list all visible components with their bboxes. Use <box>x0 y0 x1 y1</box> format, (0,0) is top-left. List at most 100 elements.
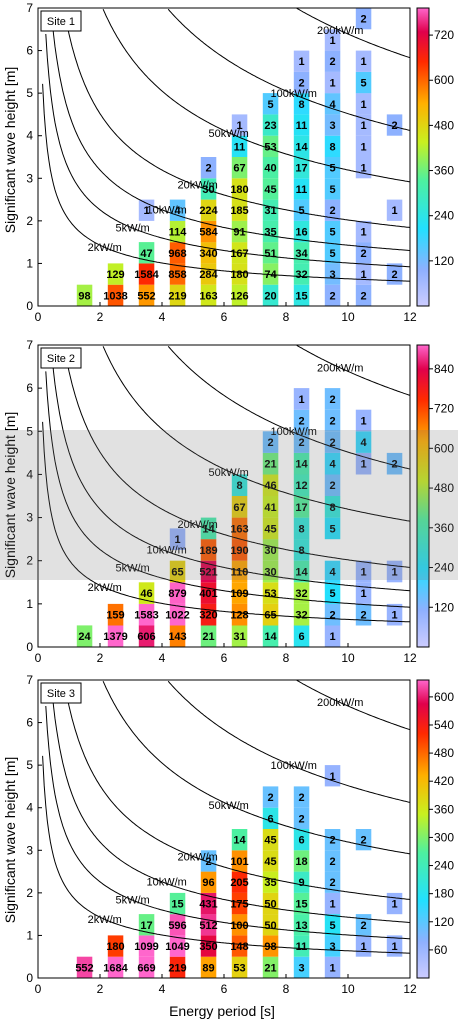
heatmap-cell <box>231 829 248 851</box>
x-tick-label: 0 <box>35 651 42 665</box>
heatmap-cell <box>293 71 310 94</box>
y-tick-label: 2 <box>26 214 33 228</box>
heatmap-cell <box>138 284 155 306</box>
heatmap-cell <box>200 517 217 540</box>
cell-count-label: 13 <box>295 920 307 932</box>
heatmap-cell <box>324 956 341 978</box>
cell-count-label: 50 <box>264 920 276 932</box>
x-tick-label: 4 <box>159 651 166 665</box>
cell-count-label: 2 <box>298 792 304 804</box>
x-tick-label: 4 <box>159 310 166 324</box>
cell-count-label: 2 <box>329 394 335 406</box>
colorbar-tick-label: 360 <box>434 802 454 816</box>
cell-count-label: 1038 <box>103 290 127 302</box>
heatmap-cell <box>262 935 279 957</box>
heatmap-cell <box>293 452 310 475</box>
y-tick-label: 0 <box>26 971 33 985</box>
cell-count-label: 159 <box>106 610 124 622</box>
cell-count-label: 65 <box>171 567 183 579</box>
heatmap-cell <box>169 892 186 915</box>
colorbar-tick-label: 300 <box>434 830 454 844</box>
chart-panel-2: 2kW/m 5kW/m 10kW/m 20kW/m 50kW/m 100kW/m 200kW… <box>26 338 454 665</box>
heatmap-cell <box>324 71 341 94</box>
heatmap-cell <box>324 242 341 264</box>
contour-label: 100kW/m <box>271 88 317 100</box>
cell-count-label: 2 <box>298 437 304 449</box>
cell-count-label: 14 <box>202 523 215 535</box>
contour-label: 2kW/m <box>88 914 122 926</box>
cell-count-label: 1583 <box>134 610 158 622</box>
cell-count-label: 6 <box>298 631 304 643</box>
cell-count-label: 552 <box>137 290 155 302</box>
heatmap-cell <box>231 199 248 221</box>
contour-line <box>167 8 411 131</box>
cell-count-label: 3 <box>298 962 304 974</box>
cell-count-label: 143 <box>168 631 186 643</box>
heatmap-cell <box>169 625 186 647</box>
heatmap-cell <box>324 517 341 540</box>
heatmap-cell <box>293 517 310 540</box>
heatmap-cell <box>200 157 217 179</box>
cell-count-label: 12 <box>295 480 307 492</box>
cell-count-label: 14 <box>233 835 246 847</box>
heatmap-cell <box>107 284 124 306</box>
cell-count-label: 114 <box>169 227 188 239</box>
heatmap-cell <box>324 560 341 583</box>
y-tick-label: 5 <box>26 424 33 438</box>
y-tick-label: 1 <box>26 256 33 270</box>
heatmap-cell <box>293 935 310 957</box>
cell-count-label: 1 <box>391 567 397 579</box>
heatmap-cell <box>324 178 341 200</box>
cell-count-label: 5 <box>329 920 335 932</box>
heatmap-cell <box>324 431 341 453</box>
heatmap-cell <box>324 765 341 787</box>
x-tick-label: 8 <box>283 651 290 665</box>
heatmap-cell <box>231 850 248 872</box>
contour-label: 5kW/m <box>116 895 150 907</box>
heatmap-cell <box>293 786 310 808</box>
cell-count-label: 175 <box>230 899 248 911</box>
contour-line <box>167 680 411 803</box>
colorbar-tick-label: 120 <box>434 915 454 929</box>
heatmap-cell <box>200 560 217 583</box>
heatmap-cell <box>231 871 248 893</box>
heatmap-cell <box>355 8 372 30</box>
cell-count-label: 126 <box>230 290 248 302</box>
cell-count-label: 8 <box>298 523 304 535</box>
heatmap-cell <box>262 431 279 453</box>
heatmap-cell <box>293 829 310 851</box>
colorbar-tick-label: 480 <box>434 746 454 760</box>
heatmap-cell <box>293 220 310 243</box>
heatmap-cell <box>231 135 248 157</box>
contour-label: 200kW/m <box>317 363 363 375</box>
x-tick-label: 10 <box>341 310 355 324</box>
cell-count-label: 109 <box>230 588 248 600</box>
colorbar-tick-label: 720 <box>434 402 454 416</box>
heatmap-cell <box>293 157 310 179</box>
colorbar-tick-label: 600 <box>434 73 454 87</box>
cell-count-label: 74 <box>264 269 277 281</box>
cell-count-label: 67 <box>233 502 245 514</box>
site-label-box <box>40 10 82 32</box>
y-tick-label: 2 <box>26 554 33 568</box>
cell-count-label: 24 <box>78 631 91 643</box>
heatmap-cell <box>293 50 310 72</box>
heatmap-cell <box>262 625 279 647</box>
contour-label: 2kW/m <box>88 582 122 594</box>
cell-count-label: 6 <box>267 813 273 825</box>
colorbar-tick-label: 720 <box>434 28 454 42</box>
cell-count-label: 3 <box>329 120 335 132</box>
heatmap-cell <box>231 935 248 957</box>
cell-count-label: 224 <box>199 205 218 217</box>
cell-count-label: 2 <box>360 835 366 847</box>
x-tick-label: 2 <box>97 982 104 996</box>
cell-count-label: 9 <box>298 877 304 889</box>
contour-line <box>63 10 411 228</box>
cell-count-label: 11 <box>296 941 308 953</box>
y-tick-label: 1 <box>26 928 33 942</box>
y-tick-label: 3 <box>26 171 33 185</box>
cell-count-label: 17 <box>295 163 307 175</box>
colorbar-tick-label: 240 <box>434 859 454 873</box>
heatmap-cell <box>293 807 310 829</box>
